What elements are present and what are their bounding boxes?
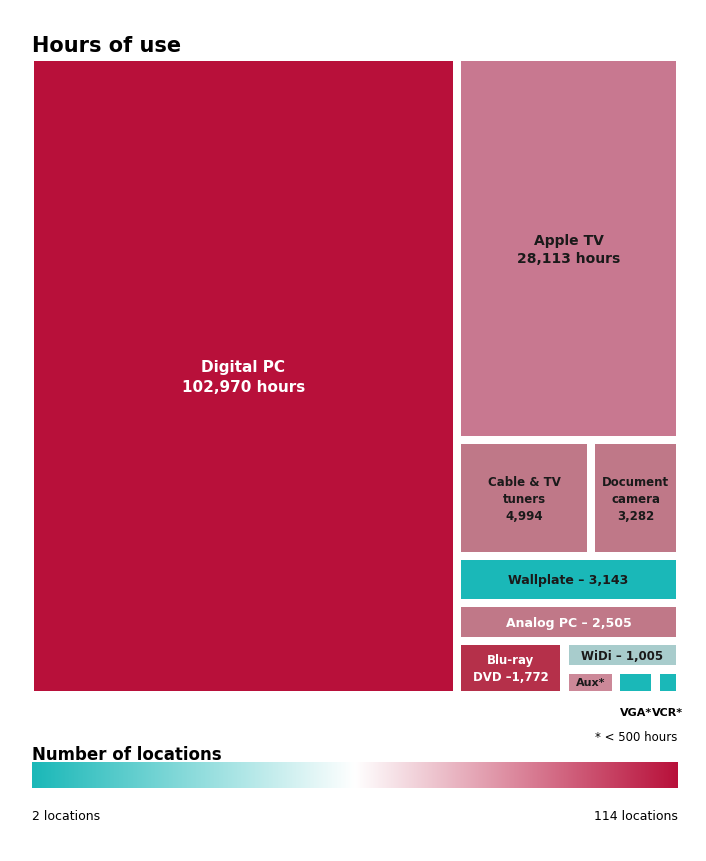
Text: Digital PC
102,970 hours: Digital PC 102,970 hours [181, 359, 305, 394]
Bar [659, 673, 676, 691]
Text: Blu-ray
DVD –1,772: Blu-ray DVD –1,772 [473, 653, 549, 684]
Text: 114 locations: 114 locations [594, 809, 678, 822]
Text: WiDi – 1,005: WiDi – 1,005 [581, 649, 664, 662]
Text: Aux*: Aux* [575, 678, 605, 687]
Bar [461, 646, 561, 691]
Bar [569, 646, 676, 666]
Bar [34, 62, 453, 691]
Bar [461, 607, 676, 637]
Text: * < 500 hours: * < 500 hours [595, 730, 678, 743]
Bar [461, 62, 676, 437]
Bar [595, 445, 676, 553]
Text: Analog PC – 2,505: Analog PC – 2,505 [505, 616, 631, 629]
Bar [461, 561, 676, 599]
Text: Apple TV
28,113 hours: Apple TV 28,113 hours [517, 233, 620, 265]
Bar [569, 673, 612, 691]
Text: VGA*: VGA* [620, 707, 652, 717]
Text: VCR*: VCR* [652, 707, 683, 717]
Bar [461, 445, 587, 553]
Text: Document
camera
3,282: Document camera 3,282 [602, 475, 669, 522]
Bar [621, 673, 651, 691]
Text: Number of locations: Number of locations [32, 745, 222, 763]
Text: Cable & TV
tuners
4,994: Cable & TV tuners 4,994 [488, 475, 561, 522]
Text: Hours of use: Hours of use [32, 36, 181, 56]
Text: Wallplate – 3,143: Wallplate – 3,143 [508, 573, 629, 586]
Text: 2 locations: 2 locations [32, 809, 100, 822]
